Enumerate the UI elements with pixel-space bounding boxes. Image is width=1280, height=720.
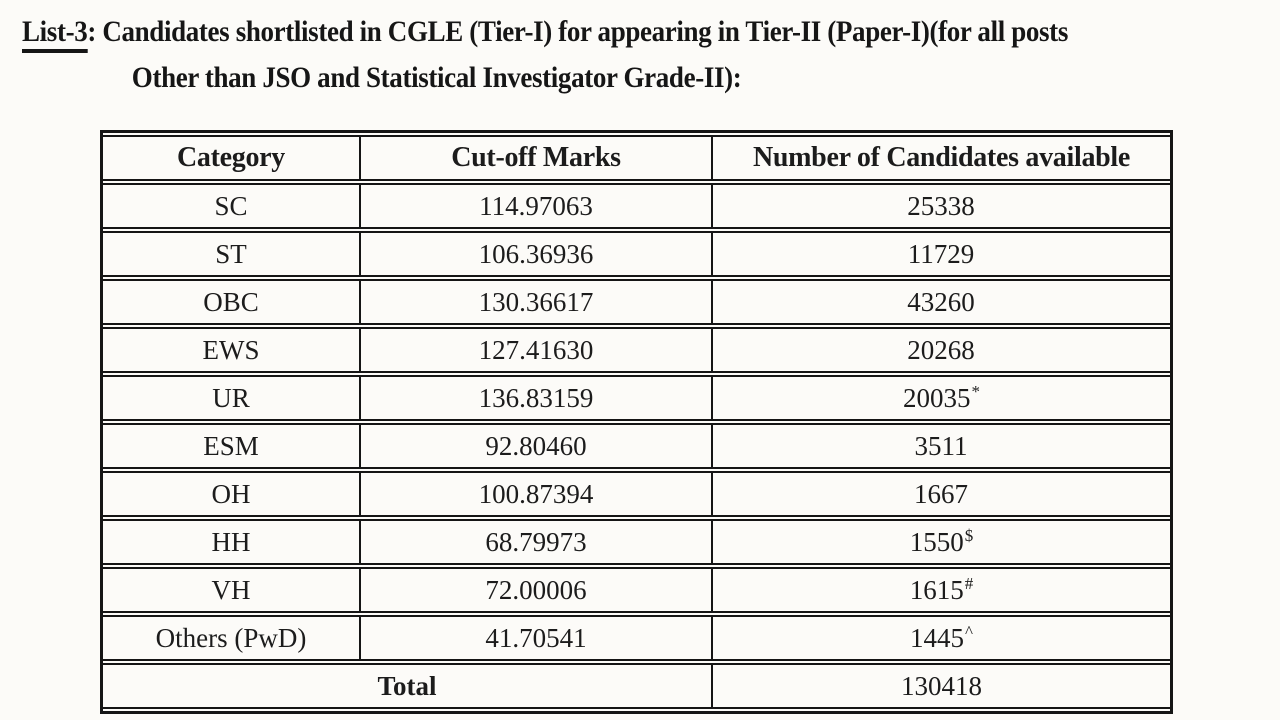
total-candidates-cell: 130418 [713,663,1170,709]
candidates-note: * [971,381,981,401]
cutoff-cell: 130.36617 [361,279,713,325]
candidates-cell: 1445^ [713,615,1170,661]
list-label: List-3 [22,15,88,53]
candidates-cell: 11729 [713,231,1170,277]
cutoff-cell: 127.41630 [361,327,713,373]
category-cell: HH [103,519,361,565]
total-label-cell: Total [103,663,713,709]
title-line-2: Other than JSO and Statistical Investiga… [131,61,742,94]
table-row: VH 72.00006 1615# [103,567,1170,613]
cutoff-cell: 114.97063 [361,183,713,229]
cutoff-cell: 68.79973 [361,519,713,565]
candidates-cell: 20035* [713,375,1170,421]
title-line-1: List-3: Candidates shortlisted in CGLE (… [22,9,1068,55]
candidates-note: ^ [965,621,973,641]
candidates-cell: 3511 [713,423,1170,469]
cutoff-cell: 92.80460 [361,423,713,469]
candidates-value: 20035 [903,382,971,413]
category-cell: OH [103,471,361,517]
candidates-value: 1550 [909,526,964,557]
candidates-cell: 25338 [713,183,1170,229]
candidates-note: $ [964,525,974,545]
header-cutoff-marks: Cut-off Marks [361,135,713,181]
table-row: OH 100.87394 1667 [103,471,1170,517]
category-cell: OBC [103,279,361,325]
table-row: SC 114.97063 25338 [103,183,1170,229]
candidates-cell: 20268 [713,327,1170,373]
cutoff-cell: 106.36936 [361,231,713,277]
table-total-row: Total 130418 [103,663,1170,709]
table-row: ESM 92.80460 3511 [103,423,1170,469]
header-category: Category [103,135,361,181]
category-cell: EWS [103,327,361,373]
candidates-value: 20268 [907,334,975,365]
category-cell: UR [103,375,361,421]
table-row: HH 68.79973 1550$ [103,519,1170,565]
candidates-cell: 1550$ [713,519,1170,565]
page-title: List-3: Candidates shortlisted in CGLE (… [22,9,1184,101]
table-header-row: Category Cut-off Marks Number of Candida… [103,135,1170,181]
category-cell: ST [103,231,361,277]
category-cell: Others (PwD) [103,615,361,661]
cutoff-cell: 41.70541 [361,615,713,661]
category-cell: ESM [103,423,361,469]
title-line-1-text: : Candidates shortlisted in CGLE (Tier-I… [87,15,1068,48]
cutoff-table: Category Cut-off Marks Number of Candida… [100,130,1173,714]
table-row: Others (PwD) 41.70541 1445^ [103,615,1170,661]
candidates-value: 25338 [907,190,975,221]
candidates-value: 11729 [907,238,975,269]
table-row: ST 106.36936 11729 [103,231,1170,277]
candidates-value: 1445 [910,622,964,653]
total-candidates-value: 130418 [901,670,982,701]
candidates-value: 3511 [914,430,968,461]
cutoff-cell: 72.00006 [361,567,713,613]
cutoff-cell: 136.83159 [361,375,713,421]
table-row: UR 136.83159 20035* [103,375,1170,421]
category-cell: VH [103,567,361,613]
candidates-value: 1615 [909,574,964,605]
table-row: EWS 127.41630 20268 [103,327,1170,373]
candidates-note: # [964,573,974,593]
table-row: OBC 130.36617 43260 [103,279,1170,325]
candidates-cell: 1667 [713,471,1170,517]
header-candidates-available: Number of Candidates available [713,135,1170,181]
candidates-value: 1667 [914,478,968,509]
candidates-cell: 43260 [713,279,1170,325]
candidates-value: 43260 [907,286,975,317]
candidates-cell: 1615# [713,567,1170,613]
cutoff-cell: 100.87394 [361,471,713,517]
category-cell: SC [103,183,361,229]
